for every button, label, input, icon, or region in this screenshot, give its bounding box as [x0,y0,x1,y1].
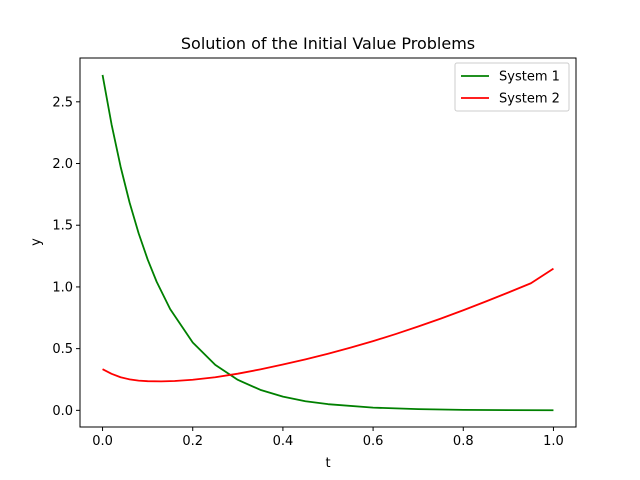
y-tick-label: 2.5 [52,95,73,110]
legend: System 1 System 2 [454,62,570,112]
x-axis-label: t [325,456,330,471]
x-tick-label: 0.0 [92,434,113,449]
plot-area: 0.0 0.2 0.4 0.6 0.8 1.0 0.0 0.5 1.0 1.5 2.0 2.5 [52,57,577,449]
x-tick-label: 0.4 [273,434,294,449]
y-tick-label: 0.5 [52,342,73,357]
x-tick-label: 0.2 [182,434,203,449]
y-tick-label: 2.0 [52,157,73,172]
y-tick-label: 1.0 [52,280,73,295]
x-tick-label: 0.6 [363,434,384,449]
x-tick-label: 1.0 [543,434,564,449]
x-tick-label: 0.8 [453,434,474,449]
series-line-2 [102,267,554,383]
legend-label-1: System 1 [499,70,560,85]
axes-frame [79,57,577,428]
y-tick-label: 0.0 [52,404,73,419]
series-line-1 [101,74,554,412]
legend-label-2: System 2 [499,92,560,107]
y-axis-label: y [29,238,44,246]
y-tick-label: 1.5 [52,219,73,234]
chart-title: Solution of the Initial Value Problems [181,34,475,53]
legend-box [454,62,570,112]
